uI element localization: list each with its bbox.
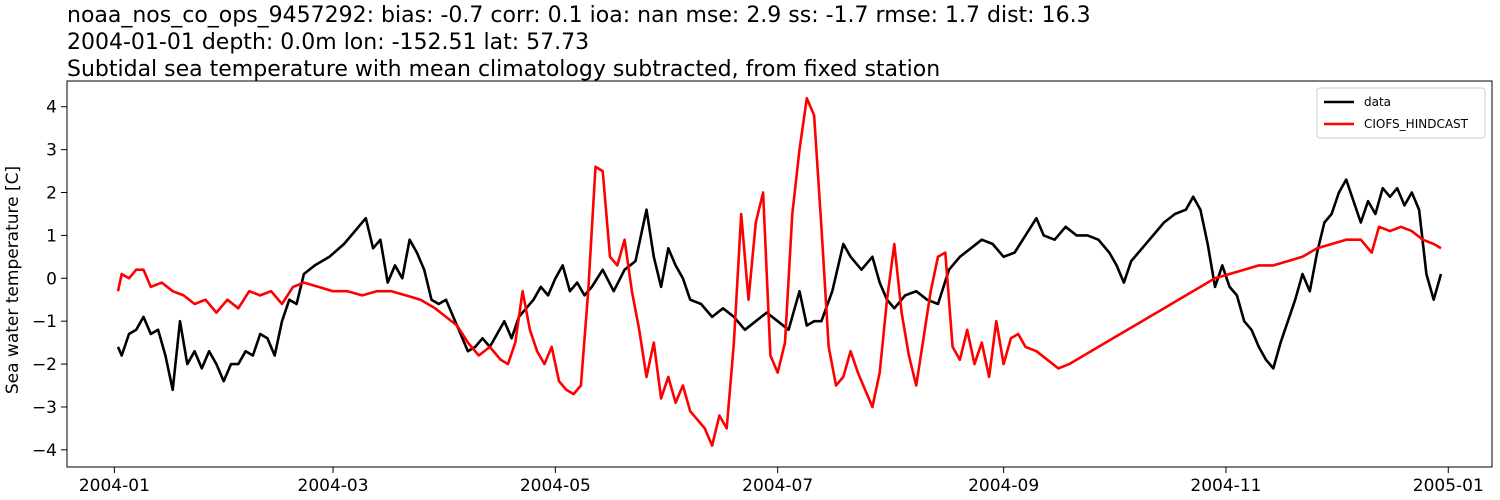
legend-label: CIOFS_HINDCAST (1364, 117, 1469, 131)
x-tick-label: 2005-01 (1413, 476, 1484, 496)
series-line-ciofs-hindcast (116, 96, 1442, 447)
plot-frame (66, 80, 1493, 468)
y-tick-label: 0 (46, 269, 57, 289)
x-tick-label: 2004-05 (520, 476, 591, 496)
legend-box (1316, 87, 1486, 139)
y-tick-label: 1 (46, 226, 57, 246)
x-tick-label: 2004-09 (968, 476, 1039, 496)
y-axis-label: Sea water temperature [C] (3, 166, 23, 394)
y-tick-label: −1 (32, 312, 57, 332)
y-tick-label: −2 (32, 355, 57, 375)
series-line-data (116, 178, 1443, 392)
y-tick-label: 4 (46, 98, 57, 118)
title-line-2: 2004-01-01 depth: 0.0m lon: -152.51 lat:… (67, 30, 589, 55)
legend-label: data (1364, 95, 1391, 109)
x-tick-label: 2004-11 (1190, 476, 1261, 496)
axes-layer: 2004-01 2004-03 2004-05 2004-07 2004-09 2004-… (32, 80, 1493, 496)
y-tick-label: 3 (46, 141, 57, 161)
title-line-3: Subtidal sea temperature with mean clima… (67, 57, 940, 82)
y-tick-label: 2 (46, 184, 57, 204)
x-tick-label: 2004-01 (79, 476, 150, 496)
x-tick-label: 2004-03 (298, 476, 369, 496)
legend: data CIOFS_HINDCAST (1316, 87, 1486, 139)
chart-title: noaa_nos_co_ops_9457292: bias: -0.7 corr… (67, 3, 1091, 82)
title-line-1: noaa_nos_co_ops_9457292: bias: -0.7 corr… (67, 3, 1091, 28)
y-tick-label: −4 (32, 441, 57, 461)
y-tick-label: −3 (32, 398, 57, 418)
x-tick-label: 2004-07 (742, 476, 813, 496)
series-layer (116, 96, 1443, 447)
